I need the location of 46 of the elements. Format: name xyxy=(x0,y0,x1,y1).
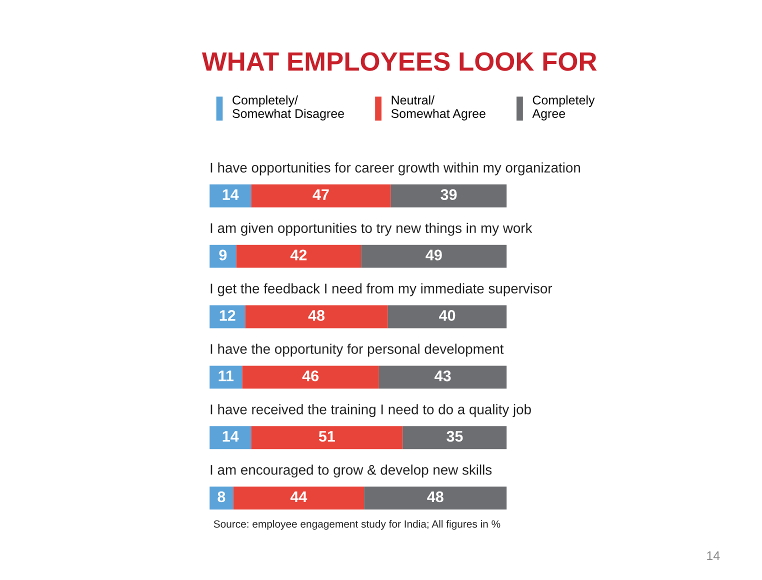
bar xyxy=(210,244,236,268)
bar xyxy=(402,426,507,450)
data-label: 44 xyxy=(290,492,308,502)
bar xyxy=(233,486,364,510)
data-label: 43 xyxy=(434,370,451,382)
data-label: 8 xyxy=(218,491,226,502)
bar xyxy=(251,184,391,208)
bar xyxy=(236,244,362,268)
y-tick-label: I am given opportunities to try new things in my work xyxy=(210,222,532,236)
data-label: 48 xyxy=(427,491,444,502)
data-label: 9 xyxy=(219,250,227,260)
bar xyxy=(210,486,234,510)
source-note: Source: employee engagement study for India; All figures in % xyxy=(214,520,500,530)
data-label: 47 xyxy=(312,189,329,200)
y-tick-label: I have the opportunity for personal development xyxy=(210,344,504,357)
text: 14 xyxy=(707,551,720,560)
data-label: 49 xyxy=(426,250,442,260)
y-tick-label: I have received the training I need to do a quality job xyxy=(210,404,531,418)
bar xyxy=(378,366,507,389)
bar xyxy=(364,486,507,510)
legend-label: Neutral/ Somewhat Agree xyxy=(391,95,486,120)
data-label: 14 xyxy=(222,189,239,200)
bar xyxy=(245,305,388,328)
data-label: 51 xyxy=(318,431,336,442)
y-tick-label: I am encouraged to grow & develop new skills xyxy=(210,464,492,478)
y-tick-label: I have opportunities for career growth within my organization xyxy=(210,162,580,176)
bar xyxy=(210,426,252,450)
bar xyxy=(242,366,379,389)
chart-title: WHAT EMPLOYEES LOOK FOR xyxy=(202,52,597,71)
data-label: 11 xyxy=(218,370,234,382)
legend-label: Completely Agree xyxy=(532,95,595,120)
bar xyxy=(361,244,507,268)
bar xyxy=(388,305,507,328)
data-label: 39 xyxy=(440,189,457,200)
data-label: 12 xyxy=(220,310,236,321)
data-label: 14 xyxy=(222,431,239,442)
bar xyxy=(210,184,252,208)
bar xyxy=(251,426,403,450)
data-label: 35 xyxy=(446,430,463,442)
data-label: 40 xyxy=(439,310,456,321)
bar xyxy=(390,184,507,208)
data-label: 42 xyxy=(290,250,307,260)
y-tick-label: I get the feedback I need from my immediate supervisor xyxy=(210,283,552,296)
legend-label: Completely/ Somewhat Disagree xyxy=(232,95,344,120)
data-label: 48 xyxy=(308,310,325,321)
data-label: 46 xyxy=(302,370,319,382)
